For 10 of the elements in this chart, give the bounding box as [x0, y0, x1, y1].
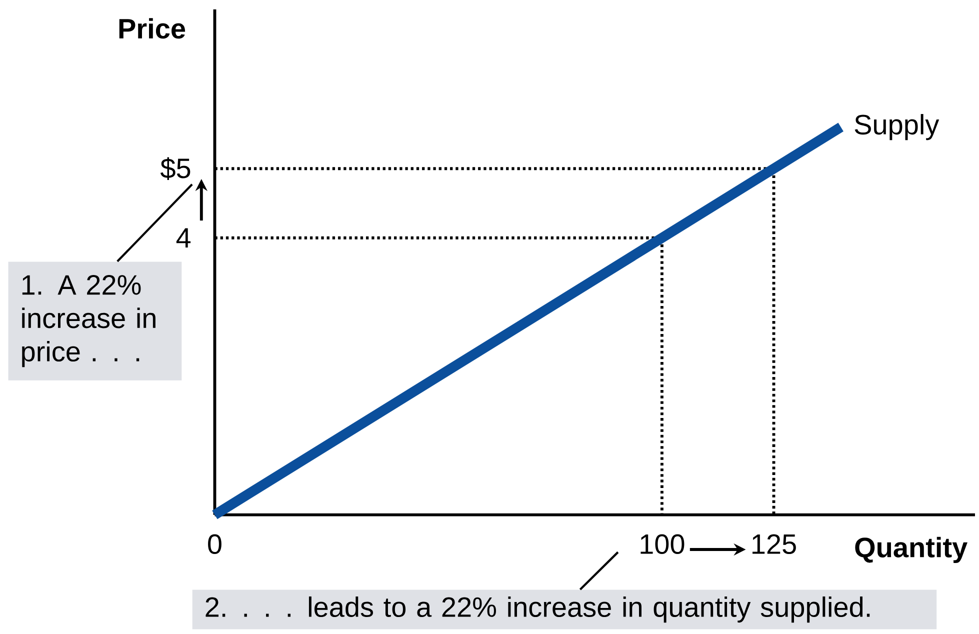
x-tick-label: 125: [752, 534, 796, 554]
text: 2. . . . leads to a 22% increase in quantity supplied.: [206, 596, 870, 623]
series-label: Supply: [854, 114, 940, 140]
y-axis-title: Price: [119, 18, 186, 39]
y-tick-label: $5: [160, 157, 190, 180]
x-axis-title: Quantity: [855, 537, 968, 564]
x-tick-label: 100: [640, 534, 684, 554]
y-tick-label: 4: [176, 228, 191, 248]
text: 1. A 22% increase in price . . .: [22, 275, 156, 368]
x-tick-label: 0: [208, 534, 222, 554]
